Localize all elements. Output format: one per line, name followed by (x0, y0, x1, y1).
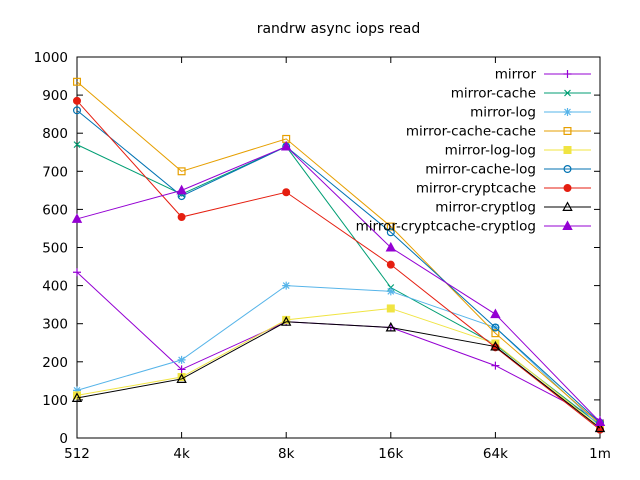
x-tick-label: 4k (173, 446, 190, 462)
legend-label: mirror (495, 67, 537, 83)
series-line (76, 321, 601, 429)
marker-square-open (72, 77, 81, 86)
series-line (76, 307, 601, 428)
y-tick-label: 400 (42, 279, 68, 295)
marker-triangle-open (280, 316, 292, 326)
y-tick-label: 500 (42, 241, 68, 257)
marker-circle-filled (72, 96, 81, 105)
legend-entry-mirror-log-log: mirror-log-log (445, 143, 591, 159)
marker-plus (73, 268, 81, 277)
marker-asterisk (387, 287, 395, 295)
marker-asterisk (178, 356, 186, 364)
series-mirror-cryptlog (71, 316, 606, 433)
legend-label: mirror-cryptlog (435, 200, 536, 216)
y-tick-label: 0 (59, 431, 68, 447)
marker-plus (177, 365, 186, 374)
marker-asterisk (282, 282, 290, 290)
legend-label: mirror-log-log (445, 143, 536, 159)
marker-circle-filled (563, 184, 572, 193)
marker-circle-open (386, 228, 395, 237)
legend-label: mirror-cache-cache (406, 124, 536, 140)
legend-label: mirror-cache-log (425, 162, 536, 178)
legend-entry-mirror: mirror (495, 67, 591, 83)
marker-triangle-filled (280, 140, 292, 151)
marker-triangle-open (71, 392, 83, 402)
marker-circle-filled (177, 213, 186, 222)
marker-square-open (177, 167, 186, 176)
y-tick-label: 1000 (34, 50, 68, 66)
marker-square-open (386, 222, 395, 231)
marker-triangle-filled (490, 308, 501, 319)
marker-square-open (563, 126, 572, 135)
marker-square-filled (386, 304, 395, 313)
marker-triangle-filled (176, 184, 187, 195)
x-tick-label: 64k (483, 446, 508, 462)
marker-triangle-filled (385, 241, 397, 252)
legend-label: mirror-cache (451, 86, 536, 102)
marker-triangle-open (594, 422, 606, 433)
legend-entry-mirror-cryptcache: mirror-cryptcache (416, 181, 591, 197)
x-tick-label: 512 (64, 446, 90, 462)
marker-square-filled (72, 391, 81, 400)
marker-triangle-open (176, 373, 187, 383)
y-tick-label: 300 (42, 317, 68, 333)
y-tick-label: 100 (42, 393, 68, 409)
series-mirror-cryptcache-cryptlog (71, 140, 606, 426)
y-tick-label: 600 (42, 202, 68, 218)
marker-x (73, 141, 81, 149)
marker-triangle-filled (562, 220, 573, 230)
y-tick-label: 900 (42, 88, 68, 104)
marker-triangle-open (490, 340, 501, 351)
marker-circle-open (563, 165, 572, 174)
series-line (76, 271, 601, 421)
series-mirror-log (73, 281, 604, 431)
legend-entry-mirror-log: mirror-log (470, 105, 591, 121)
series-line (76, 81, 601, 425)
legend-entry-mirror-cache: mirror-cache (451, 86, 591, 102)
marker-asterisk (564, 108, 571, 116)
marker-plus (491, 361, 500, 370)
x-tick-label: 16k (378, 446, 403, 462)
x-tick-label: 8k (278, 446, 295, 462)
series-line (76, 109, 601, 424)
x-tick-label: 1m (589, 446, 611, 462)
legend-entry-mirror-cryptlog: mirror-cryptlog (435, 200, 591, 216)
marker-circle-open (491, 323, 500, 332)
legend-entry-mirror-cryptcache-cryptlog: mirror-cryptcache-cryptlog (356, 219, 591, 235)
legend-entry-mirror-cache-log: mirror-cache-log (425, 162, 591, 178)
marker-triangle-filled (594, 416, 606, 426)
y-tick-label: 700 (42, 164, 68, 180)
series-line (76, 100, 601, 431)
legend-label: mirror-cryptcache (416, 181, 536, 197)
legend-label: mirror-log (470, 105, 536, 121)
marker-circle-filled (386, 260, 395, 269)
marker-triangle-open (562, 201, 573, 211)
marker-square-open (491, 329, 500, 338)
marker-x (564, 89, 571, 97)
series-line (76, 145, 601, 423)
marker-triangle-filled (71, 213, 83, 223)
marker-plus (563, 70, 572, 78)
marker-circle-open (72, 106, 81, 115)
y-tick-label: 200 (42, 355, 68, 371)
legend-label: mirror-cryptcache-cryptlog (356, 219, 536, 235)
chart-title: randrw async iops read (257, 21, 421, 37)
y-tick-label: 800 (42, 126, 68, 142)
series-mirror (73, 268, 604, 425)
marker-circle-filled (282, 188, 291, 197)
marker-triangle-open (385, 321, 397, 332)
legend-entry-mirror-cache-cache: mirror-cache-cache (406, 124, 591, 140)
marker-square-filled (563, 146, 572, 155)
